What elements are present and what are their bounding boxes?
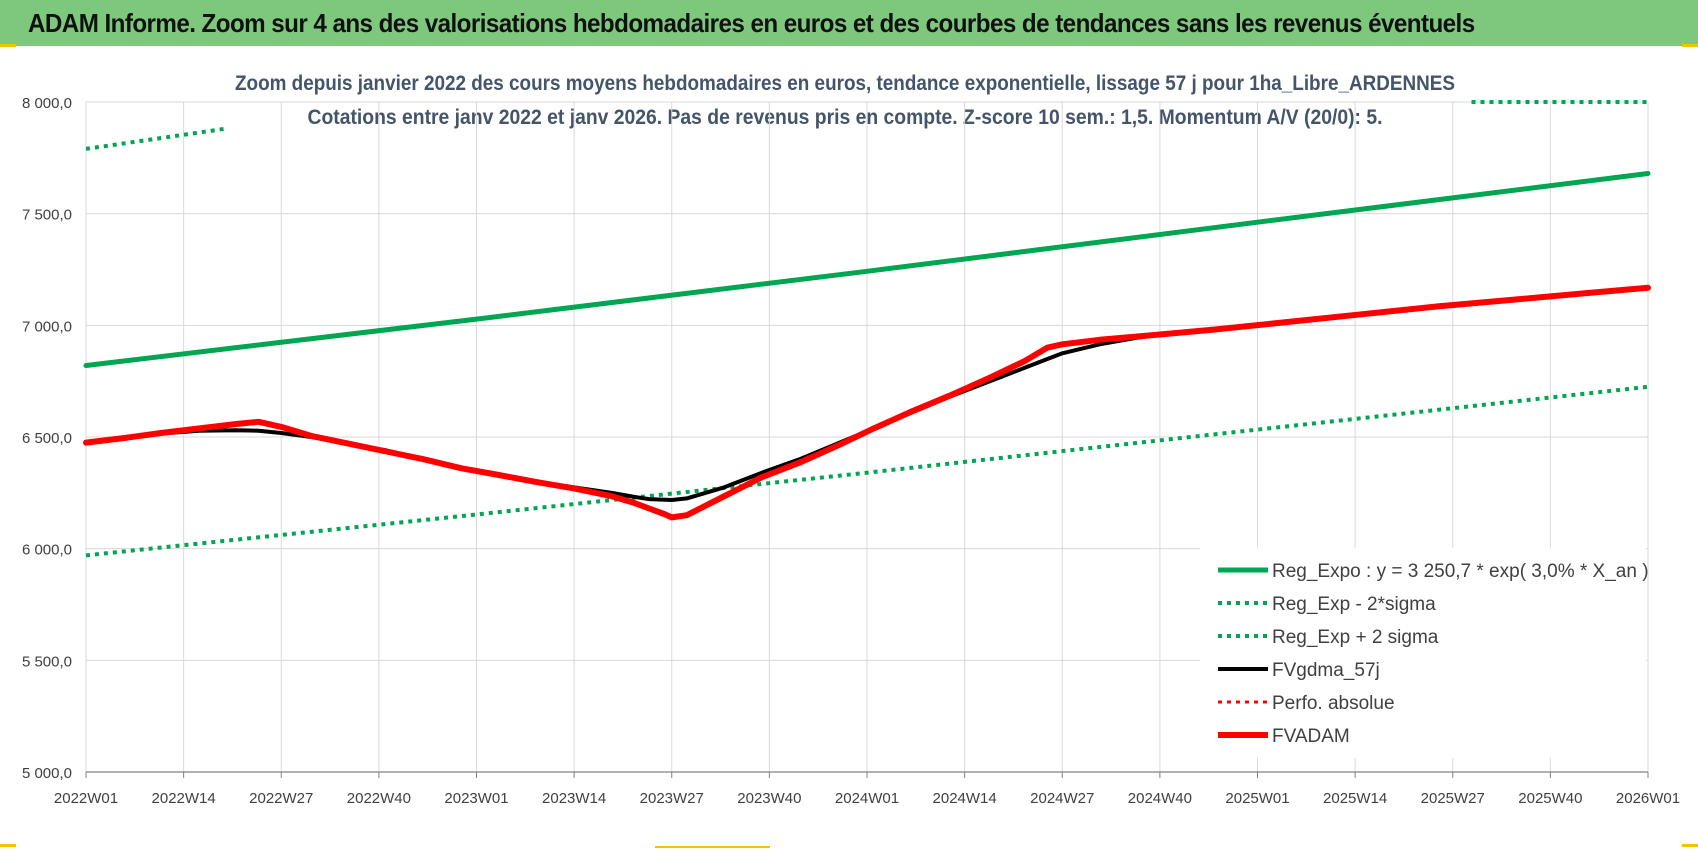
x-tick-label: 2022W14 [152,790,216,807]
chart-title: Zoom depuis janvier 2022 des cours moyen… [235,72,1455,95]
chart-subtitle: Cotations entre janv 2022 et janv 2026. … [308,106,1383,129]
y-tick-label: 6 500,0 [22,430,72,447]
header-banner: ADAM Informe. Zoom sur 4 ans des valoris… [0,0,1698,46]
legend-background [1200,548,1646,758]
legend-label: Reg_Expo : y = 3 250,7 * exp( 3,0% * X_a… [1272,561,1649,582]
x-tick-label: 2022W01 [54,790,118,807]
series-line-1 [85,384,1649,558]
legend-label: Reg_Exp - 2*sigma [1272,594,1436,615]
frame-corner-top-right [1682,44,1698,47]
x-tick-label: 2025W40 [1518,790,1582,807]
x-tick-label: 2026W01 [1616,790,1680,807]
x-tick-label: 2024W27 [1030,790,1094,807]
legend-label: FVgdma_57j [1272,660,1380,681]
x-tick-label: 2025W01 [1225,790,1289,807]
frame-corner-top-left [0,44,16,47]
x-tick-label: 2023W40 [737,790,801,807]
legend: Reg_Expo : y = 3 250,7 * exp( 3,0% * X_a… [1200,548,1649,758]
x-tick-label: 2022W40 [347,790,411,807]
x-tick-label: 2024W40 [1128,790,1192,807]
legend-label: FVADAM [1272,726,1350,747]
legend-label: Reg_Exp + 2 sigma [1272,627,1439,648]
series-line-0 [83,171,1651,368]
x-tick-label: 2024W01 [835,790,899,807]
y-tick-label: 5 000,0 [22,765,72,782]
x-tick-label: 2025W27 [1421,790,1485,807]
x-tick-label: 2025W14 [1323,790,1387,807]
x-tick-label: 2023W27 [640,790,704,807]
series-line-2 [85,126,226,151]
x-tick-label: 2023W01 [444,790,508,807]
series-line-5 [83,284,1651,521]
y-tick-label: 6 000,0 [22,542,72,559]
y-tick-label: 7 500,0 [22,207,72,224]
frame-corner-bottom-right [1682,844,1698,847]
frame-marker-bottom [655,846,770,848]
y-tick-label: 7 000,0 [22,318,72,335]
legend-label: Perfo. absolue [1272,693,1395,714]
y-tick-label: 5 500,0 [22,653,72,670]
series [83,100,1651,558]
axes: 5 000,0 5 500,0 6 000,0 6 500,0 7 000,0 7 500… [22,95,1680,807]
y-tick-label: 8 000,0 [22,95,72,112]
x-tick-label: 2024W14 [933,790,997,807]
x-tick-label: 2023W14 [542,790,606,807]
x-tick-label: 2022W27 [249,790,313,807]
header-title: ADAM Informe. Zoom sur 4 ans des valoris… [28,8,1475,38]
frame-corner-bottom-left [0,844,16,847]
